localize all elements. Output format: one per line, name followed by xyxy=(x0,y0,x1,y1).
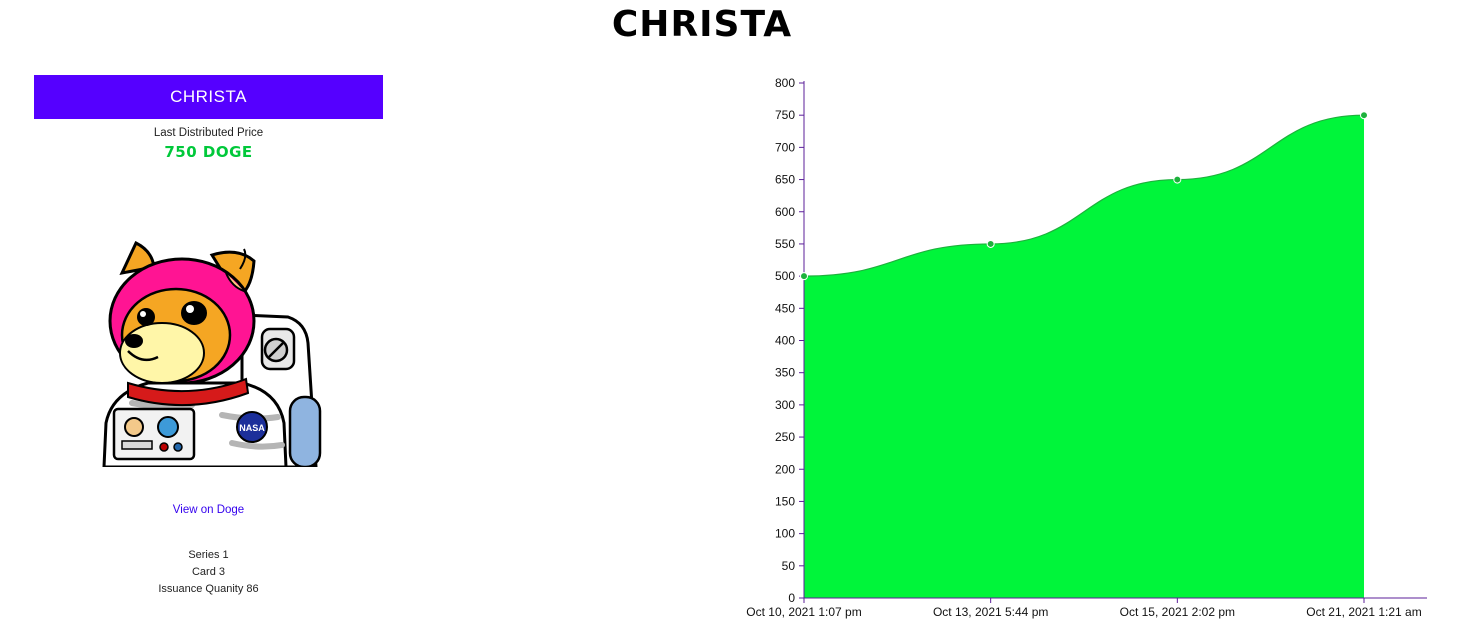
series-text: Series 1 xyxy=(188,549,229,561)
chart-y-tick-label: 100 xyxy=(775,527,795,541)
chart-y-tick-label: 400 xyxy=(775,334,795,348)
chart-y-tick-label: 650 xyxy=(775,173,795,187)
chart-y-tick-label: 500 xyxy=(775,269,795,283)
chart-x-tick-label: Oct 10, 2021 1:07 pm xyxy=(746,605,861,619)
chart-y-tick-label: 350 xyxy=(775,366,795,380)
card-panel: CHRISTA Last Distributed Price 750 DOGE xyxy=(34,75,383,595)
chart-y-tick-label: 300 xyxy=(775,398,795,412)
price-history-chart: 0 50 100 150 200 250 300 350 400 450 500 550 600 650 7… xyxy=(730,70,1440,625)
chart-point xyxy=(986,239,995,248)
issuance-text: Issuance Quanity 86 xyxy=(158,583,259,595)
chart-point xyxy=(1173,175,1182,184)
card-number-text: Card 3 xyxy=(191,566,226,578)
chart-y-tick-label: 700 xyxy=(775,140,795,154)
chart-y-tick-label: 450 xyxy=(775,301,795,315)
card-name-banner: CHRISTA xyxy=(34,75,383,119)
card-meta: Series 1 Card 3 Issuance Quanity 86 xyxy=(34,547,383,598)
chart-x-tick-label: Oct 15, 2021 2:02 pm xyxy=(1120,605,1235,619)
card-artwork: NASA xyxy=(102,240,322,467)
svg-text:NASA: NASA xyxy=(239,423,265,433)
chart-y-tick-label: 550 xyxy=(775,237,795,251)
chart-y-tick-label: 250 xyxy=(775,430,795,444)
chart-point xyxy=(800,272,808,281)
chart-point xyxy=(1360,111,1368,120)
chart-x-tick-label: Oct 13, 2021 5:44 pm xyxy=(933,605,1048,619)
chart-y-tick-label: 150 xyxy=(775,494,795,508)
chart-area xyxy=(804,115,1364,598)
chart-x-tick-label: Oct 21, 2021 1:21 am xyxy=(1306,605,1421,619)
chart-svg: 0 50 100 150 200 250 300 350 400 450 500 550 600 650 7… xyxy=(746,76,1427,619)
chart-y-tick-label: 600 xyxy=(775,205,795,219)
view-on-doge-link[interactable]: View on Doge xyxy=(172,504,245,516)
chart-series-line xyxy=(803,114,1365,277)
price-value: 750 DOGE xyxy=(164,143,253,161)
chart-y-tick-label: 800 xyxy=(775,76,795,90)
chart-y-tick-label: 200 xyxy=(775,462,795,476)
chart-y-tick-label: 50 xyxy=(782,559,796,573)
price-label: Last Distributed Price xyxy=(153,127,264,139)
chart-y-tick-label: 0 xyxy=(788,591,795,605)
page-title: CHRISTA xyxy=(611,4,793,45)
chart-y-tick-label: 750 xyxy=(775,108,795,122)
